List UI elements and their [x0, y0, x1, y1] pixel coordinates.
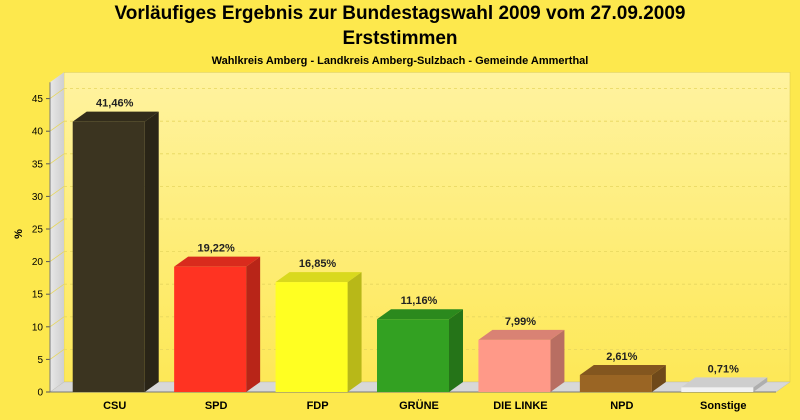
bar-grüne — [377, 309, 463, 392]
y-tick-label: 40 — [32, 127, 44, 138]
gridline-wall — [49, 316, 65, 328]
bar-front — [579, 374, 652, 392]
gridline-wall — [49, 153, 65, 165]
bar-sonstige — [681, 377, 768, 392]
y-tick-label: 5 — [37, 355, 43, 366]
bar-side — [347, 272, 362, 392]
bar-top — [72, 111, 159, 122]
bar-die-linke — [478, 329, 565, 392]
x-tick-label: DIE LINKE — [493, 400, 547, 412]
x-tick-label: GRÜNE — [399, 399, 439, 412]
gridline-wall — [49, 218, 65, 230]
bar-front — [72, 121, 145, 393]
y-tick-label: 35 — [32, 159, 44, 170]
data-label: 19,22% — [197, 243, 235, 255]
bar-front — [174, 266, 247, 392]
x-tick-label: SPD — [205, 400, 228, 412]
y-tick-label: 25 — [32, 225, 44, 236]
data-label: 7,99% — [505, 316, 536, 328]
bar-side — [753, 377, 768, 392]
bar-csu — [72, 111, 159, 393]
data-label: 41,46% — [96, 98, 134, 110]
bar-side — [144, 111, 159, 393]
bar-side — [651, 364, 666, 392]
bar-fdp — [275, 272, 362, 392]
y-axis-label: % — [13, 229, 25, 239]
chart-subsubtitle: Wahlkreis Amberg - Landkreis Amberg-Sulz… — [211, 55, 589, 67]
data-label: 11,16% — [401, 295, 438, 307]
left-wall — [50, 72, 64, 393]
data-label: 16,85% — [299, 258, 337, 270]
bar-top — [275, 272, 362, 283]
x-tick-label: FDP — [307, 400, 329, 412]
bar-top — [377, 309, 463, 320]
x-tick-label: NPD — [610, 400, 633, 412]
y-tick-label: 45 — [32, 94, 44, 105]
x-tick-label: Sonstige — [700, 400, 746, 412]
bar-front — [478, 339, 551, 392]
bar-top — [681, 377, 768, 388]
bar-front — [275, 282, 348, 392]
bar-side — [449, 309, 463, 392]
y-tick-label: 10 — [32, 322, 44, 333]
bar-npd — [579, 364, 666, 392]
gridline-wall — [49, 251, 65, 262]
bar-spd — [174, 256, 261, 392]
bar-side — [550, 329, 565, 392]
chart-title: Vorläufiges Ergebnis zur Bundestagswahl … — [114, 3, 686, 24]
gridline-wall — [49, 120, 65, 132]
bar-side — [246, 256, 261, 392]
y-tick-label: 0 — [37, 388, 43, 399]
y-tick-label: 20 — [32, 257, 44, 268]
gridline-wall — [49, 283, 65, 295]
data-label: 0,71% — [708, 363, 739, 375]
bar-front — [681, 387, 754, 392]
y-tick-label: 15 — [32, 290, 44, 301]
bar-top — [579, 364, 666, 375]
gridline-wall — [49, 349, 65, 360]
chart-subtitle: Erststimmen — [342, 28, 458, 49]
gridline-wall — [49, 186, 65, 197]
bar-top — [478, 329, 565, 340]
x-tick-label: CSU — [103, 400, 126, 412]
y-tick-label: 30 — [32, 192, 44, 203]
bar-front — [377, 319, 449, 392]
data-label: 2,61% — [606, 351, 637, 363]
bar-top — [174, 256, 261, 267]
gridline-wall — [49, 88, 65, 99]
